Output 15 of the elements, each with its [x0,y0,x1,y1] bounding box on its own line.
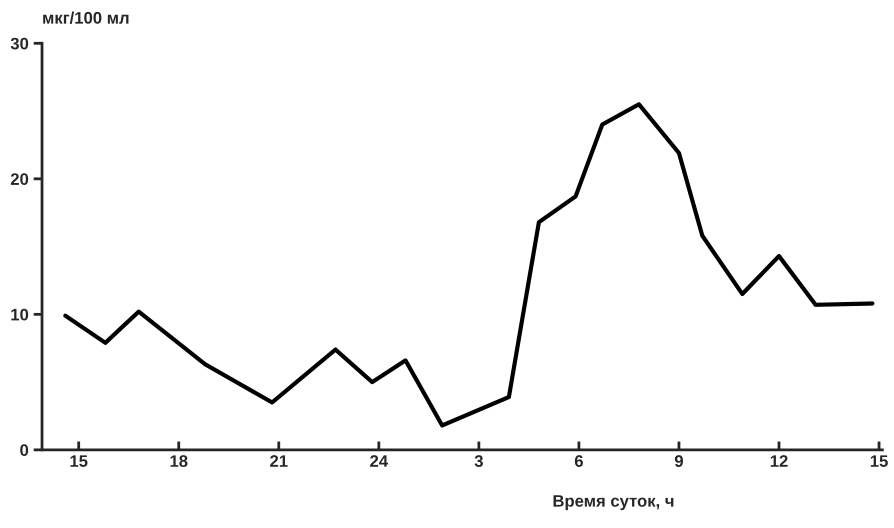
x-tick-label: 15 [870,455,888,467]
x-tick-label: 9 [674,455,683,467]
x-tick-label: 6 [574,455,583,467]
x-tick-label: 15 [70,455,88,467]
x-tick-label: 18 [170,455,188,467]
y-tick-label: 30 [10,38,28,50]
y-axis-title: мкг/100 мл [43,11,128,24]
x-tick-label: 3 [474,455,483,467]
x-tick-label: 12 [770,455,788,467]
y-tick-label: 10 [11,308,28,321]
x-axis-title: Время суток, ч [554,495,674,510]
y-tick-label: 20 [10,173,28,186]
x-tick-label: 24 [370,455,388,467]
y-tick-label: 0 [20,444,28,456]
x-tick-label: 21 [270,455,288,467]
